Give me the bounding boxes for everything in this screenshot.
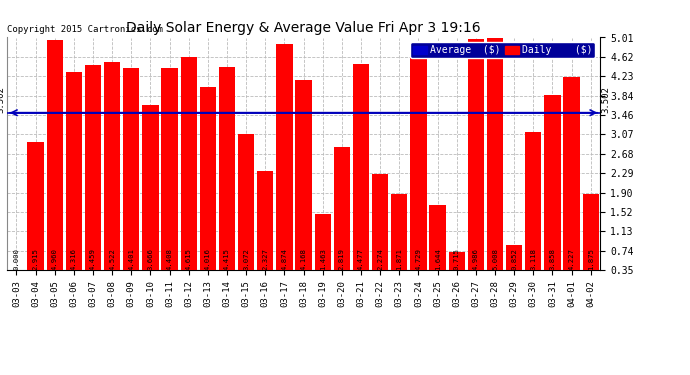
Text: 4.016: 4.016 xyxy=(205,248,211,270)
Text: 1.644: 1.644 xyxy=(435,248,441,270)
Bar xyxy=(391,194,407,270)
Bar xyxy=(353,64,369,270)
Text: 0.852: 0.852 xyxy=(511,248,518,270)
Text: 2.327: 2.327 xyxy=(262,248,268,270)
Text: 4.477: 4.477 xyxy=(358,248,364,270)
Text: 3.502: 3.502 xyxy=(0,86,6,113)
Text: 3.072: 3.072 xyxy=(243,248,249,270)
Bar xyxy=(468,39,484,270)
Text: 3.858: 3.858 xyxy=(549,248,555,270)
Bar xyxy=(124,68,139,270)
Bar xyxy=(506,245,522,270)
Bar xyxy=(104,62,120,270)
Bar xyxy=(429,206,446,270)
Text: 4.168: 4.168 xyxy=(301,248,306,270)
Text: 4.522: 4.522 xyxy=(109,248,115,270)
Text: 4.615: 4.615 xyxy=(186,248,192,270)
Bar xyxy=(564,76,580,270)
Bar xyxy=(487,38,503,270)
Text: 0.715: 0.715 xyxy=(454,248,460,270)
Bar xyxy=(161,68,178,270)
Bar xyxy=(238,134,255,270)
Text: 4.459: 4.459 xyxy=(90,248,96,270)
Bar xyxy=(47,40,63,270)
Bar xyxy=(372,174,388,270)
Bar xyxy=(276,44,293,270)
Legend: Average  ($), Daily    ($): Average ($), Daily ($) xyxy=(410,42,595,58)
Bar xyxy=(582,194,599,270)
Bar xyxy=(295,80,312,270)
Title: Daily Solar Energy & Average Value Fri Apr 3 19:16: Daily Solar Energy & Average Value Fri A… xyxy=(126,21,481,35)
Bar xyxy=(448,252,465,270)
Bar xyxy=(525,132,542,270)
Text: Copyright 2015 Cartronics.com: Copyright 2015 Cartronics.com xyxy=(7,25,163,34)
Text: 0.000: 0.000 xyxy=(14,248,19,270)
Bar xyxy=(219,67,235,270)
Bar xyxy=(315,214,331,270)
Text: 4.729: 4.729 xyxy=(415,248,422,270)
Text: 4.960: 4.960 xyxy=(52,248,58,270)
Text: 4.986: 4.986 xyxy=(473,248,479,270)
Text: 4.415: 4.415 xyxy=(224,248,230,270)
Bar xyxy=(66,72,82,270)
Bar xyxy=(257,171,273,270)
Bar xyxy=(334,147,350,270)
Bar xyxy=(544,95,560,270)
Bar xyxy=(28,142,43,270)
Text: 3.666: 3.666 xyxy=(148,248,153,270)
Text: 5.008: 5.008 xyxy=(492,248,498,270)
Text: 4.874: 4.874 xyxy=(282,248,288,270)
Text: 4.227: 4.227 xyxy=(569,248,575,270)
Bar xyxy=(85,65,101,270)
Text: 2.915: 2.915 xyxy=(32,248,39,270)
Text: 4.408: 4.408 xyxy=(166,248,172,270)
Text: 2.274: 2.274 xyxy=(377,248,383,270)
Text: 1.871: 1.871 xyxy=(396,248,402,270)
Text: 4.401: 4.401 xyxy=(128,248,135,270)
Text: 1.463: 1.463 xyxy=(319,248,326,270)
Text: 3.118: 3.118 xyxy=(531,248,536,270)
Text: 3.502: 3.502 xyxy=(602,86,611,113)
Text: 2.819: 2.819 xyxy=(339,248,345,270)
Bar xyxy=(142,105,159,270)
Text: 4.316: 4.316 xyxy=(71,248,77,270)
Text: 1.875: 1.875 xyxy=(588,248,593,270)
Bar xyxy=(200,87,216,270)
Bar xyxy=(411,51,426,270)
Bar xyxy=(181,57,197,270)
